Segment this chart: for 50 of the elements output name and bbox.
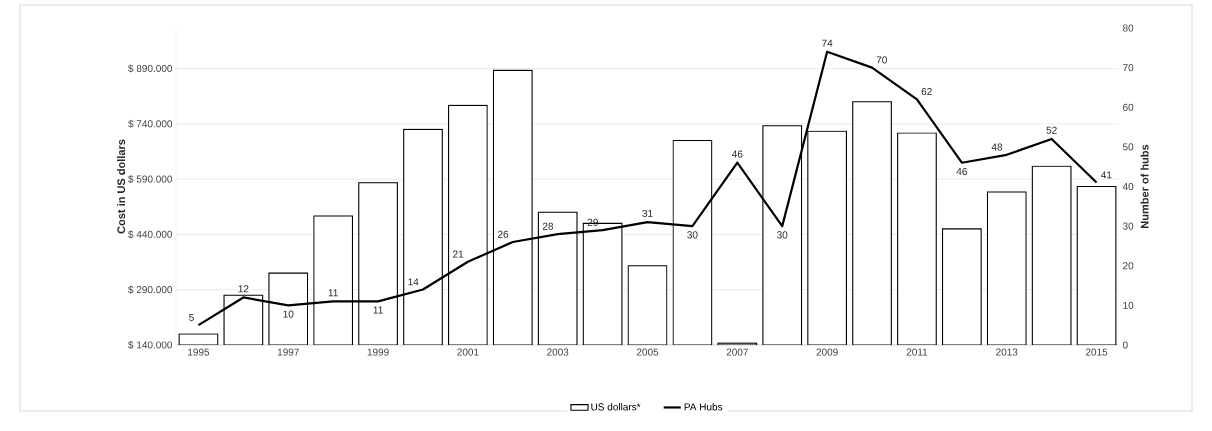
data-label: 21 [453,250,464,258]
data-label: 5 [189,314,194,321]
x-tick-label: 2003 [547,348,569,356]
data-label: 12 [238,285,249,293]
x-tick-label: 2001 [457,348,479,356]
y-tick-label: $ 440.000 [128,230,173,239]
x-tick-label: 2009 [816,348,838,356]
data-label: 30 [777,231,788,239]
data-label: 74 [822,39,833,47]
x-tick-label: 2013 [996,348,1018,356]
data-label: 28 [542,222,554,230]
y2-tick-label: 30 [1122,222,1134,230]
y-axis-title: Cost in US dollars [117,139,126,234]
y2-tick-label: 40 [1122,182,1134,191]
x-tick-label: 1995 [188,348,210,356]
data-label: 31 [642,209,653,217]
x-tick-label: 1997 [277,348,299,356]
data-label: 14 [408,278,419,286]
y2-tick-label: 70 [1123,64,1134,72]
legend-label: US dollars* [591,403,641,411]
data-label: 11 [328,289,338,297]
y-tick-label: $ 740.000 [128,119,173,128]
y-tick-label: $ 290.000 [128,285,173,294]
y-tick-label: $ 140.000 [128,340,173,350]
x-tick-label: 2005 [636,348,659,356]
y2-axis-title: Number of hubs [1140,144,1149,228]
data-label: 30 [687,231,698,239]
data-label: 62 [921,88,932,96]
y-tick-label: $ 590.000 [128,175,173,184]
y2-tick-label: 10 [1123,301,1134,309]
data-label: 52 [1046,126,1057,134]
data-label: 11 [373,306,383,314]
data-label: 70 [876,56,887,64]
y-tick-label: $ 890.000 [128,64,173,73]
x-tick-label: 1999 [367,348,389,356]
data-label: 46 [731,150,743,158]
y2-tick-label: 0 [1122,341,1128,349]
x-tick-label: 2015 [1085,348,1108,356]
x-tick-label: 2011 [906,348,928,356]
data-label: 41 [1101,171,1112,179]
data-label: 46 [956,167,967,175]
data-label: 10 [283,310,294,318]
data-label: 48 [991,143,1003,151]
y2-tick-label: 60 [1123,103,1134,111]
y2-tick-label: 20 [1123,262,1134,270]
legend-label: PA Hubs [684,403,723,411]
y2-tick-label: 80 [1122,24,1134,32]
y2-tick-label: 50 [1122,143,1134,151]
data-label: 26 [497,230,509,238]
x-tick-label: 2007 [726,348,748,356]
